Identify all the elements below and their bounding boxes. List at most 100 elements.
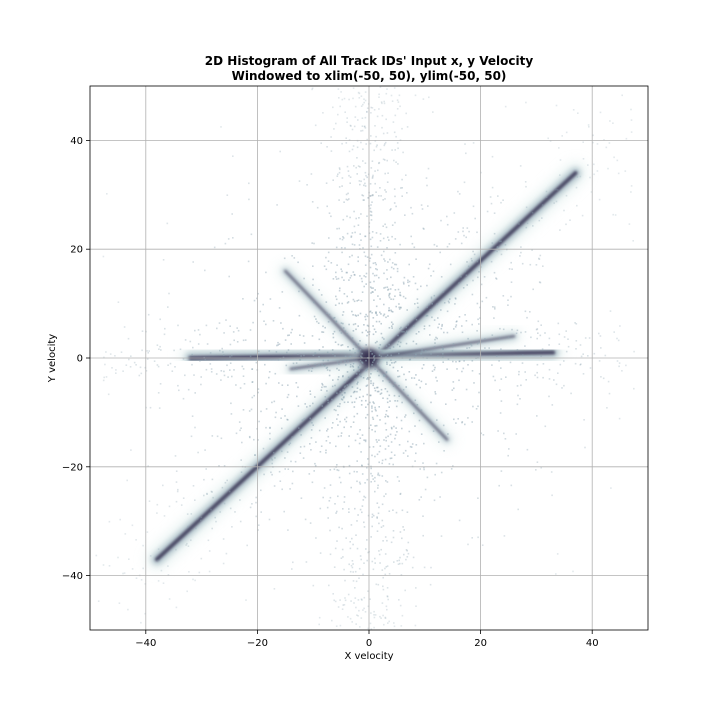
histogram-bin — [440, 219, 442, 222]
histogram-bin — [380, 313, 382, 315]
histogram-bin — [334, 384, 336, 387]
histogram-bin — [385, 316, 387, 319]
histogram-bin — [381, 102, 383, 105]
histogram-bin — [394, 400, 396, 402]
histogram-bin — [356, 157, 358, 159]
histogram-bin — [449, 263, 452, 266]
histogram-bin — [215, 520, 217, 523]
histogram-bin — [352, 330, 355, 332]
histogram-bin — [273, 588, 276, 590]
histogram-bin — [373, 355, 376, 357]
histogram-bin — [351, 243, 354, 246]
histogram-bin — [460, 242, 463, 245]
histogram-bin — [327, 435, 330, 438]
histogram-bin — [411, 212, 414, 215]
histogram-bin — [378, 161, 381, 164]
histogram-bin — [286, 418, 288, 421]
histogram-bin — [363, 199, 365, 201]
histogram-bin — [140, 372, 143, 375]
histogram-bin — [200, 383, 202, 386]
histogram-bin — [395, 305, 397, 308]
histogram-bin — [516, 329, 519, 332]
histogram-bin — [286, 396, 289, 399]
histogram-bin — [370, 287, 373, 289]
histogram-bin — [364, 482, 366, 484]
histogram-bin — [396, 142, 399, 144]
histogram-bin — [133, 361, 136, 364]
histogram-bin — [369, 183, 372, 185]
histogram-bin — [376, 246, 379, 248]
histogram-bin — [563, 209, 565, 212]
histogram-bin — [295, 382, 298, 384]
histogram-bin — [369, 598, 371, 600]
histogram-bin — [117, 301, 120, 303]
histogram-bin — [343, 396, 345, 398]
histogram-bin — [500, 367, 502, 369]
histogram-bin — [148, 350, 150, 352]
histogram-bin — [414, 303, 416, 305]
histogram-bin — [386, 269, 388, 271]
histogram-bin — [376, 370, 379, 372]
histogram-bin — [324, 417, 326, 419]
histogram-bin — [341, 142, 343, 145]
histogram-bin — [176, 490, 179, 493]
histogram-bin — [332, 422, 334, 424]
histogram-bin — [356, 547, 359, 550]
histogram-bin — [312, 284, 314, 286]
histogram-bin — [356, 383, 358, 385]
histogram-bin — [190, 539, 192, 541]
histogram-bin — [251, 368, 253, 370]
histogram-bin — [537, 332, 539, 334]
histogram-bin — [588, 126, 590, 128]
histogram-bin — [360, 375, 362, 378]
histogram-bin — [396, 99, 399, 101]
histogram-bin — [565, 350, 568, 353]
histogram-bin — [388, 307, 390, 309]
histogram-bin — [438, 323, 440, 325]
histogram-bin — [350, 524, 353, 526]
histogram-bin — [362, 160, 364, 162]
histogram-bin — [391, 362, 393, 364]
histogram-bin — [363, 324, 365, 326]
histogram-bin — [370, 253, 373, 256]
histogram-bin — [146, 358, 149, 360]
histogram-bin — [608, 142, 611, 144]
histogram-bin — [359, 437, 362, 439]
histogram-bin — [479, 306, 481, 309]
histogram-bin — [322, 346, 324, 348]
histogram-bin — [559, 229, 561, 231]
histogram-bin — [194, 579, 196, 582]
histogram-bin — [386, 247, 388, 249]
histogram-bin — [250, 408, 253, 411]
histogram-bin — [323, 487, 326, 489]
histogram-bin — [228, 490, 231, 493]
histogram-bin — [347, 263, 350, 266]
histogram-bin — [348, 472, 351, 475]
histogram-bin — [391, 325, 393, 327]
histogram-bin — [356, 520, 358, 522]
histogram-bin — [186, 590, 188, 593]
histogram-bin — [326, 146, 328, 148]
histogram-bin — [275, 351, 278, 353]
histogram-bin — [350, 125, 352, 127]
histogram-bin — [262, 303, 264, 306]
histogram-bin — [359, 233, 361, 235]
histogram-bin — [365, 399, 367, 402]
histogram-bin — [425, 315, 427, 317]
histogram-bin — [588, 337, 591, 339]
histogram-bin — [477, 536, 479, 539]
histogram-bin — [387, 315, 389, 317]
histogram-bin — [553, 202, 555, 204]
histogram-bin — [342, 311, 345, 313]
histogram-bin — [354, 105, 357, 108]
histogram-bin — [382, 614, 384, 617]
histogram-bin — [342, 237, 345, 239]
histogram-bin — [253, 299, 256, 302]
histogram-bin — [379, 187, 381, 189]
histogram-bin — [420, 409, 423, 411]
histogram-bin — [358, 567, 361, 570]
histogram-bin — [387, 598, 389, 601]
histogram-bin — [378, 522, 380, 525]
histogram-bin — [365, 548, 367, 550]
histogram-bin — [361, 129, 364, 132]
